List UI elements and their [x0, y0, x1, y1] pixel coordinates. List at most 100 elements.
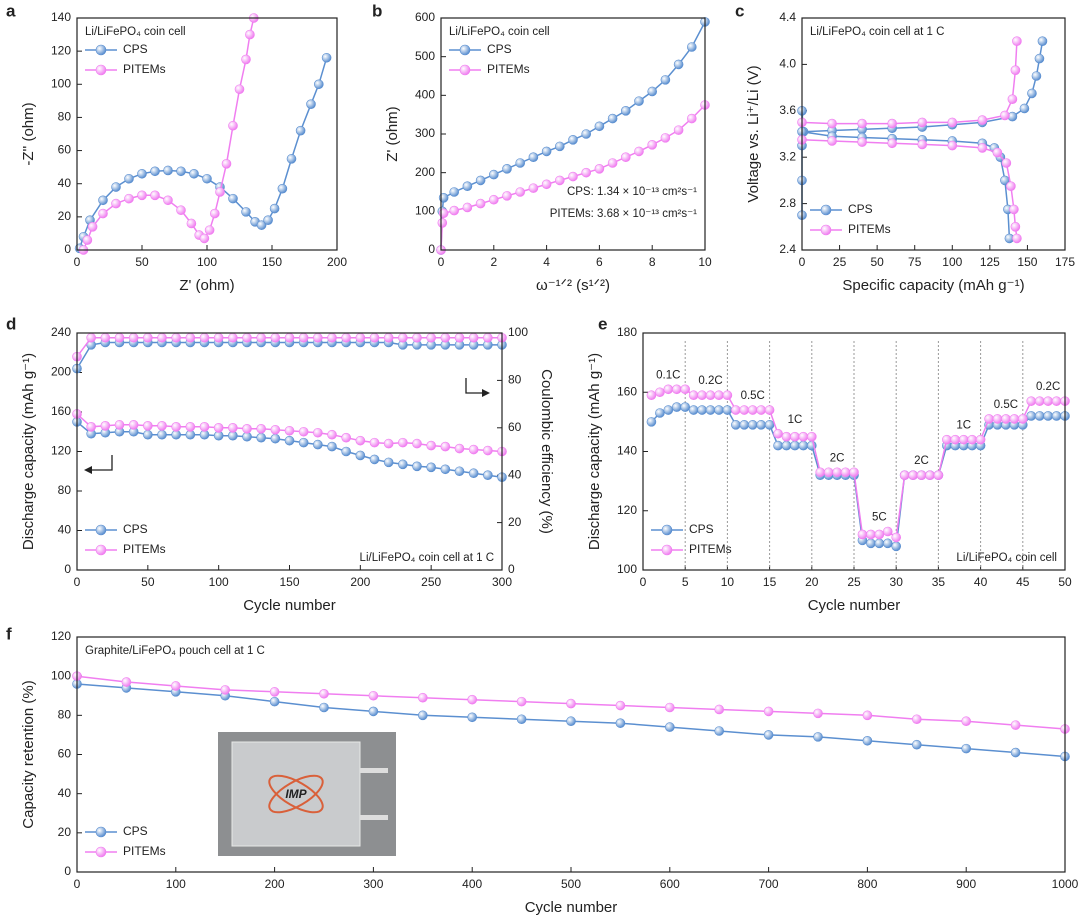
marker: [242, 332, 252, 343]
y-tick-label: 80: [58, 483, 72, 497]
y-tick-label: 240: [51, 325, 71, 339]
tab: [360, 815, 388, 820]
marker: [1051, 411, 1062, 421]
marker: [298, 437, 309, 448]
y-axis-label: -Z'' (ohm): [20, 102, 37, 165]
marker: [114, 332, 125, 343]
marker: [199, 332, 210, 343]
marker: [295, 125, 306, 136]
marker: [202, 173, 212, 184]
marker: [615, 700, 626, 711]
marker: [887, 118, 897, 129]
annotation: Li/LiFePO₄ coin cell: [85, 26, 186, 38]
marker: [269, 696, 280, 707]
tab: [360, 768, 388, 773]
marker: [150, 190, 160, 201]
marker: [671, 384, 682, 395]
marker: [813, 708, 823, 719]
y-tick-label: 100: [51, 76, 71, 90]
y-tick-label: 500: [415, 49, 435, 63]
plot-frame: [642, 332, 1066, 571]
marker: [722, 405, 733, 415]
x-axis-label: Cycle number: [808, 597, 901, 614]
x-tick-label: 0: [438, 255, 445, 269]
y-tick-label: 80: [58, 110, 72, 124]
marker: [270, 424, 281, 435]
y2-tick-label: 0: [508, 562, 515, 576]
marker: [866, 538, 876, 549]
x-tick-label: 50: [1058, 575, 1072, 589]
y2-tick-label: 40: [508, 467, 522, 481]
marker: [515, 158, 526, 168]
y-tick-label: 400: [415, 88, 435, 102]
x-tick-label: 50: [141, 575, 155, 589]
marker: [813, 732, 823, 742]
marker: [449, 205, 460, 216]
plot-area: [72, 671, 1070, 762]
panel-label: d: [6, 314, 16, 333]
plot-frame: [76, 17, 338, 251]
marker: [475, 175, 486, 186]
marker: [488, 194, 499, 205]
x-tick-label: 500: [561, 877, 581, 891]
plot-area: [74, 13, 332, 255]
marker: [440, 441, 451, 452]
marker: [516, 696, 527, 707]
y-tick-label: 160: [617, 384, 637, 398]
marker: [686, 113, 697, 124]
marker: [1006, 181, 1016, 191]
marker: [150, 166, 160, 177]
marker: [256, 332, 266, 343]
logo-ring: [268, 774, 324, 814]
marker: [950, 434, 961, 445]
x-axis-label: Specific capacity (mAh g⁻¹): [842, 277, 1024, 294]
legend-marker: [820, 204, 832, 216]
marker: [213, 332, 224, 343]
marker: [228, 120, 238, 131]
marker: [961, 716, 972, 727]
x-tick-label: 15: [763, 575, 777, 589]
series-line: [82, 17, 255, 251]
marker: [256, 432, 266, 443]
marker: [967, 434, 977, 445]
x-tick-label: 100: [166, 877, 186, 891]
y-tick-label: 20: [58, 209, 72, 223]
marker: [620, 106, 631, 116]
marker: [263, 215, 273, 225]
rate-label: 0.2C: [698, 375, 722, 387]
marker: [185, 332, 196, 343]
panel-e: e 0 5 10 15 20 25 30 35 40 45 50 100 120 140 160 180 Cycl…: [586, 314, 1072, 613]
marker: [221, 159, 232, 169]
rate-label: 0.5C: [741, 390, 765, 402]
marker: [581, 129, 592, 139]
marker: [541, 146, 552, 157]
marker: [454, 443, 465, 454]
marker: [412, 438, 422, 449]
marker: [1010, 747, 1021, 758]
y2-tick-label: 20: [508, 515, 522, 529]
y-tick-label: 40: [58, 523, 72, 537]
marker: [313, 427, 323, 438]
marker: [705, 405, 716, 415]
y-tick-label: 200: [51, 365, 71, 379]
marker: [398, 437, 408, 448]
marker: [1000, 110, 1010, 121]
marker: [100, 421, 111, 431]
marker: [911, 714, 922, 725]
marker: [241, 54, 251, 65]
logo-text: IMP: [285, 787, 307, 801]
marker: [124, 173, 134, 184]
panel-c: c 0 25 50 75 100 125 150 175 2.4 2.8 3.2 3.6 4.0 4.4 Sp…: [735, 1, 1075, 293]
marker: [731, 420, 741, 430]
legend-marker: [95, 826, 107, 838]
marker: [462, 202, 473, 213]
marker: [369, 454, 380, 465]
x-tick-label: 75: [908, 255, 922, 269]
pouch: [231, 741, 361, 847]
marker: [566, 716, 576, 727]
marker: [383, 332, 394, 343]
y-tick-label: 0: [64, 864, 71, 878]
x-tick-label: 125: [980, 255, 1000, 269]
